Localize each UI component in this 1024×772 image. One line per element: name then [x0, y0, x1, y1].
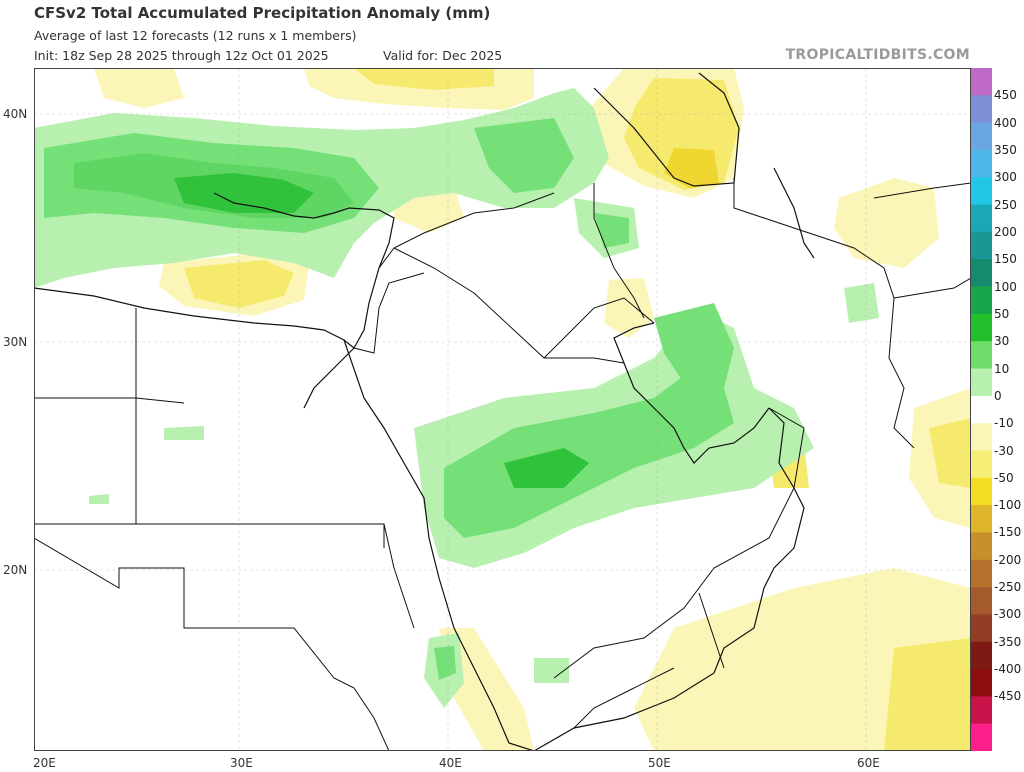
colorbar-tick-label: 50	[994, 306, 1010, 321]
colorbar	[971, 68, 992, 751]
colorbar-tick-label: 0	[994, 388, 1002, 403]
colorbar-swatch	[971, 723, 992, 751]
brand-watermark: TROPICALTIDBITS.COM	[785, 47, 970, 63]
lat-label-30n: 30N	[3, 335, 28, 349]
colorbar-tick-label: 30	[994, 334, 1010, 349]
colorbar-swatch	[971, 450, 992, 479]
colorbar-swatch	[971, 177, 992, 206]
colorbar-tick-label: -350	[994, 634, 1022, 649]
colorbar-swatch	[971, 696, 992, 725]
colorbar-tick-label: 150	[994, 252, 1017, 267]
colorbar-swatch	[971, 532, 992, 561]
colorbar-swatch	[971, 423, 992, 452]
map-subtitle: Average of last 12 forecasts (12 runs x …	[34, 28, 357, 43]
lon-label-50e: 50E	[648, 756, 671, 770]
colorbar-swatch	[971, 286, 992, 315]
colorbar-tick-label: -10	[994, 416, 1014, 431]
colorbar-tick-label: 350	[994, 143, 1017, 157]
lat-label-40n: 40N	[3, 107, 28, 121]
colorbar-tick-label: 10	[994, 361, 1010, 376]
wet-anomaly-areas	[34, 88, 879, 708]
colorbar-swatch	[971, 231, 992, 260]
lon-label-60e: 60E	[857, 756, 880, 770]
colorbar-tick-label: -50	[994, 470, 1014, 485]
colorbar-tick-label: -200	[994, 552, 1022, 567]
colorbar-swatch	[971, 149, 992, 178]
colorbar-tick-label: -150	[994, 525, 1022, 540]
colorbar-swatch	[971, 95, 992, 124]
colorbar-swatch	[971, 669, 992, 697]
colorbar-tick-label: 100	[994, 279, 1017, 294]
colorbar-swatch	[971, 395, 992, 424]
colorbar-tick-label: 250	[994, 197, 1017, 212]
colorbar-swatch	[971, 641, 992, 670]
lat-label-20n: 20N	[3, 563, 28, 577]
colorbar-swatch	[971, 477, 992, 506]
dry-anomaly-areas	[94, 68, 971, 751]
colorbar-tick-label: 450	[994, 88, 1017, 103]
colorbar-swatch	[971, 368, 992, 397]
colorbar-swatch	[971, 559, 992, 588]
lon-label-30e: 30E	[230, 756, 253, 770]
colorbar-swatch	[971, 341, 992, 370]
colorbar-tick-label: -100	[994, 498, 1022, 513]
colorbar-tick-label: -250	[994, 580, 1022, 595]
lon-label-40e: 40E	[439, 756, 462, 770]
precip-anomaly-map	[34, 68, 971, 751]
colorbar-swatch	[971, 587, 992, 615]
colorbar-swatch	[971, 505, 992, 534]
graticule	[34, 68, 971, 751]
country-borders	[34, 178, 971, 751]
colorbar-tick-label: -400	[994, 662, 1022, 676]
colorbar-tick-label: -30	[994, 443, 1014, 458]
colorbar-swatch	[971, 313, 992, 342]
colorbar-tick-label: 200	[994, 224, 1017, 239]
colorbar-tick-label: 300	[994, 170, 1017, 185]
colorbar-tick-label: 400	[994, 115, 1017, 130]
colorbar-tick-label: -450	[994, 689, 1022, 704]
init-time: Init: 18z Sep 28 2025 through 12z Oct 01…	[34, 48, 329, 63]
lon-label-20e: 20E	[33, 756, 56, 770]
colorbar-swatch	[971, 68, 992, 96]
map-title: CFSv2 Total Accumulated Precipitation An…	[34, 4, 491, 22]
colorbar-swatch	[971, 259, 992, 288]
colorbar-swatch	[971, 204, 992, 233]
colorbar-swatch	[971, 614, 992, 643]
valid-time: Valid for: Dec 2025	[383, 48, 503, 63]
colorbar-tick-label: -300	[994, 607, 1022, 622]
colorbar-swatch	[971, 122, 992, 151]
